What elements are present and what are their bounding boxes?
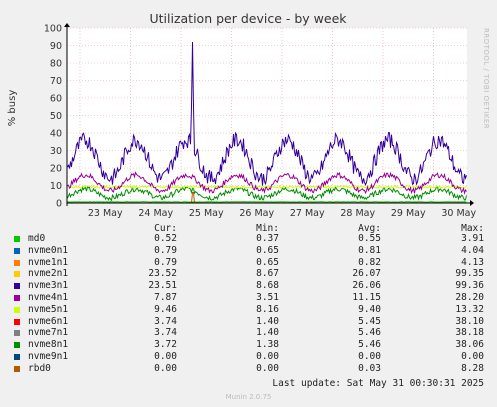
series-line-md0 [67, 201, 467, 203]
y-tick-label: 90 [50, 41, 62, 52]
chart-title: Utilization per device - by week [149, 11, 347, 26]
grid [67, 27, 467, 203]
munin-version: Munin 2.0.75 [225, 393, 272, 401]
axes [64, 23, 474, 206]
y-axis-ticks: 0 10 20 30 40 50 60 70 80 90 100 [44, 24, 62, 210]
y-tick-label: 20 [50, 164, 62, 175]
y-tick-label: 0 [56, 199, 62, 210]
x-tick-label: 30 May [441, 208, 476, 219]
x-tick-label: 23 May [88, 208, 123, 219]
x-tick-label: 25 May [189, 208, 224, 219]
y-tick-label: 70 [50, 76, 62, 87]
x-axis-ticks: 23 May 24 May 25 May 26 May 27 May 28 May 29 M… [88, 208, 477, 219]
y-tick-label: 60 [50, 94, 62, 105]
last-update: Last update: Sat May 31 00:30:31 2025 [272, 378, 484, 389]
y-tick-label: 30 [50, 146, 62, 157]
y-tick-label: 10 [50, 181, 62, 192]
x-tick-label: 29 May [391, 208, 426, 219]
y-axis-label: % busy [7, 90, 18, 127]
series-line-nvme5n1 [67, 184, 467, 189]
rrdtool-credit: RRDTOOL / TOBI OETIKER [482, 28, 490, 130]
y-tick-label: 50 [50, 111, 62, 122]
y-tick-label: 100 [44, 24, 62, 35]
x-tick-label: 27 May [290, 208, 325, 219]
series-line-nvme4n1 [67, 171, 467, 196]
x-tick-label: 28 May [340, 208, 375, 219]
series-line-nvme8n1 [67, 185, 467, 202]
x-tick-label: 26 May [239, 208, 274, 219]
series-line-nvme3n1 [67, 41, 467, 186]
y-tick-label: 40 [50, 129, 62, 140]
y-tick-label: 80 [50, 59, 62, 70]
x-tick-label: 24 May [138, 208, 173, 219]
